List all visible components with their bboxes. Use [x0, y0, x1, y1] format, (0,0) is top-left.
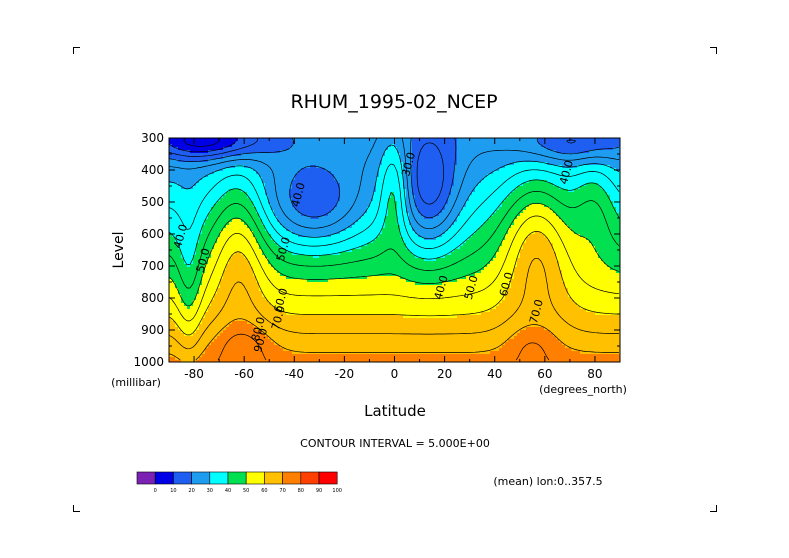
y-tick-label: 1000: [133, 355, 164, 369]
y-tick-label: 600: [141, 227, 164, 241]
contour-label: 50.0: [194, 247, 213, 274]
colorbar-swatch: [318, 471, 338, 485]
mean-longitude-note: (mean) lon:0..357.5: [493, 475, 602, 488]
colorbar-swatch: [191, 471, 211, 485]
colorbar-swatch: [136, 471, 156, 485]
contour-label: 40.0: [289, 181, 308, 208]
colorbar-label: 100: [332, 488, 342, 494]
x-tick-label: 0: [391, 367, 399, 381]
y-tick-label: 900: [141, 323, 164, 337]
corner-mark-bottom-left: [73, 505, 80, 512]
colorbar-swatch: [300, 471, 320, 485]
contour-label: 40.0: [432, 274, 451, 301]
x-tick-label: -20: [335, 367, 355, 381]
colorbar-label: 10: [170, 488, 176, 494]
colorbar-label: 20: [188, 488, 194, 494]
x-tick-label: 80: [587, 367, 602, 381]
x-tick-label: 20: [437, 367, 452, 381]
contour-lines: [169, 138, 620, 361]
corner-mark-bottom-right: [710, 505, 717, 512]
contour-label: 50.0: [462, 274, 481, 301]
contour-label: 60.0: [497, 271, 516, 298]
colorbar-label: 30: [207, 488, 213, 494]
y-tick-label: 500: [141, 195, 164, 209]
colorbar-swatch: [245, 471, 265, 485]
contour-interval-note: CONTOUR INTERVAL = 5.000E+00: [300, 437, 490, 450]
x-axis: -80 -60 -40 -20 0 20 40 60 80: [168, 138, 621, 381]
x-tick-label: -60: [234, 367, 254, 381]
chart-title: RHUM_1995-02_NCEP: [290, 91, 497, 113]
colorbar-label: 90: [316, 488, 322, 494]
contour-label: 90.0: [251, 327, 270, 354]
contour-label: 70.0: [527, 298, 546, 325]
contour-label: 70.0: [269, 304, 288, 331]
y-tick-label: 400: [141, 163, 164, 177]
colorbar-label: 40: [225, 488, 231, 494]
y-axis-units: (millibar): [111, 376, 161, 389]
colorbar-label: 50: [243, 488, 249, 494]
x-tick-label: 60: [537, 367, 552, 381]
corner-mark-top-left: [73, 47, 80, 54]
y-axis: 300 400 500 600 700 800 900 1000: [133, 131, 620, 369]
contour-label: 30.0: [399, 151, 418, 178]
contour-label: 60.0: [271, 287, 290, 314]
colorbar-label: 70: [279, 488, 285, 494]
colorbar-swatch: [209, 471, 229, 485]
y-tick-label: 800: [141, 291, 164, 305]
y-tick-label: 300: [141, 131, 164, 145]
colorbar-swatch: [173, 471, 192, 485]
colorbar-label: 80: [298, 488, 304, 494]
colorbar-label: 60: [261, 488, 267, 494]
x-axis-label: Latitude: [364, 402, 426, 420]
y-tick-label: 700: [141, 259, 164, 273]
contour-label: 50.0: [274, 236, 293, 263]
x-tick-label: -80: [184, 367, 204, 381]
contour-label: 40.0: [557, 159, 576, 186]
x-tick-label: 40: [487, 367, 502, 381]
x-tick-label: -40: [284, 367, 304, 381]
colorbar-swatch: [227, 471, 247, 485]
colorbar-swatch: [264, 471, 283, 485]
x-axis-units: (degrees_north): [539, 383, 627, 396]
colorbar: 0 10 20 30 40 50 60 70 80 90 100: [136, 471, 342, 494]
colorbar-label: 0: [154, 488, 157, 494]
colorbar-swatch: [282, 471, 302, 485]
corner-mark-top-right: [710, 47, 717, 54]
contour-label: 40.0: [171, 223, 190, 250]
colorbar-swatch: [154, 471, 174, 485]
plot-area: 40.050.040.050.060.070.080.090.030.040.0…: [169, 138, 620, 362]
y-axis-label: Level: [111, 232, 127, 269]
contour-label: 80.0: [249, 316, 268, 343]
